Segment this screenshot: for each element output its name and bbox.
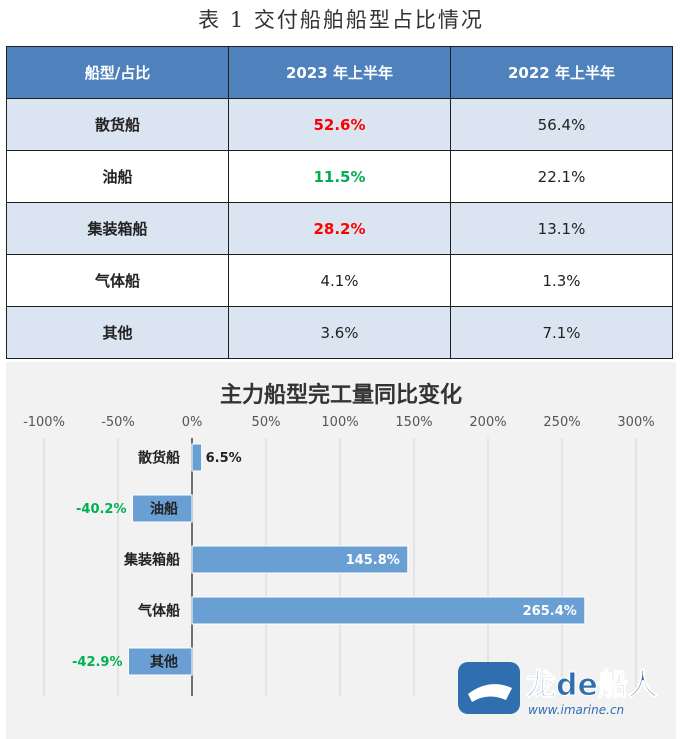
- data-label: -42.9%: [72, 655, 123, 670]
- row-2023-value: 11.5%: [228, 150, 451, 203]
- completion-change-chart: 主力船型完工量同比变化 -100% -50% 0% 50% 100% 150% 200% 25…: [23, 382, 658, 717]
- table-row: 集装箱船 28.2% 13.1%: [6, 202, 673, 255]
- row-ship-type: 集装箱船: [6, 202, 229, 255]
- ship-wave-icon: [468, 684, 512, 702]
- table-row: 油船 11.5% 22.1%: [6, 150, 673, 203]
- table-header-row: 船型/占比 2023 年上半年 2022 年上半年: [6, 46, 673, 99]
- x-tick-label: 100%: [321, 415, 358, 430]
- bar: [132, 494, 193, 523]
- row-2022-value: 22.1%: [450, 150, 673, 203]
- row-2022-value: 13.1%: [450, 202, 673, 255]
- row-2023-value: 28.2%: [228, 202, 451, 255]
- watermark-url: www.imarine.cn: [528, 703, 624, 717]
- row-2023-value: 3.6%: [228, 306, 451, 359]
- data-label: -40.2%: [76, 502, 127, 517]
- row-ship-type: 气体船: [6, 254, 229, 307]
- bar: [191, 545, 409, 574]
- category-label: 散货船: [138, 450, 180, 467]
- table-row: 其他 3.6% 7.1%: [6, 306, 673, 359]
- x-tick-label: -50%: [101, 415, 135, 430]
- category-label: 其他: [150, 654, 178, 671]
- table-title: 表 1 交付船舶船型占比情况: [198, 8, 484, 32]
- header-2022-h1: 2022 年上半年: [450, 46, 673, 99]
- row-ship-type: 油船: [6, 150, 229, 203]
- data-label: 265.4%: [523, 604, 577, 619]
- category-label: 油船: [150, 501, 178, 518]
- x-tick-label: 50%: [252, 415, 281, 430]
- row-2023-value: 4.1%: [228, 254, 451, 307]
- bar: [128, 647, 193, 676]
- x-tick-label: 250%: [543, 415, 580, 430]
- row-2023-value: 52.6%: [228, 98, 451, 151]
- watermark-brand: 龙de船人: [526, 668, 658, 703]
- category-label: 集装箱船: [123, 552, 180, 569]
- row-2022-value: 7.1%: [450, 306, 673, 359]
- data-label: 145.8%: [346, 553, 400, 568]
- header-2023-h1: 2023 年上半年: [228, 46, 451, 99]
- ship-share-table: 船型/占比 2023 年上半年 2022 年上半年 散货船 52.6% 56.4…: [6, 46, 673, 359]
- header-ship-type: 船型/占比: [6, 46, 229, 99]
- row-ship-type: 散货船: [6, 98, 229, 151]
- chart-title: 主力船型完工量同比变化: [220, 382, 462, 408]
- watermark-logo: 龙de船人 www.imarine.cn: [458, 662, 658, 717]
- x-tick-label: 300%: [617, 415, 654, 430]
- bar: [191, 596, 586, 625]
- x-tick-label: 0%: [182, 415, 203, 430]
- row-2022-value: 1.3%: [450, 254, 673, 307]
- row-ship-type: 其他: [6, 306, 229, 359]
- bar: [191, 443, 203, 472]
- row-2022-value: 56.4%: [450, 98, 673, 151]
- table-row: 气体船 4.1% 1.3%: [6, 254, 673, 307]
- table-row: 散货船 52.6% 56.4%: [6, 98, 673, 151]
- x-tick-label: 150%: [395, 415, 432, 430]
- x-tick-label: -100%: [23, 415, 65, 430]
- category-label: 气体船: [137, 603, 180, 620]
- x-tick-label: 200%: [469, 415, 506, 430]
- data-label: 6.5%: [206, 451, 242, 466]
